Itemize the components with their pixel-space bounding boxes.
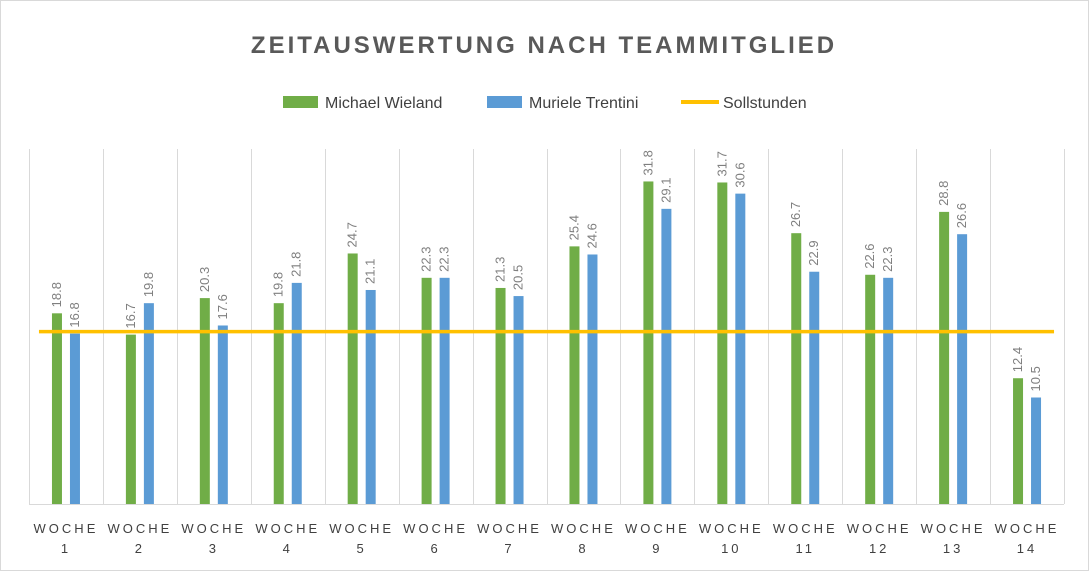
category-label-number: 7 xyxy=(504,541,514,556)
bar-muriele-2 xyxy=(143,303,154,504)
bar-muriele-5 xyxy=(365,289,376,504)
data-label: 22.3 xyxy=(880,247,895,272)
bar-michael-10 xyxy=(717,182,728,504)
data-label: 21.3 xyxy=(493,257,508,282)
bar-michael-6 xyxy=(421,277,432,504)
bars xyxy=(51,181,1042,505)
category-label-number: 2 xyxy=(135,541,145,556)
data-label: 19.8 xyxy=(271,272,286,297)
bar-muriele-13 xyxy=(957,234,968,504)
category-label-word: WOCHE xyxy=(255,521,320,536)
bar-muriele-9 xyxy=(661,208,672,505)
data-label: 21.1 xyxy=(363,259,378,284)
data-label: 10.5 xyxy=(1028,366,1043,391)
data-label: 20.3 xyxy=(197,267,212,292)
category-label-word: WOCHE xyxy=(107,521,172,536)
bar-michael-8 xyxy=(569,246,580,504)
category-label-number: 10 xyxy=(721,541,741,556)
data-label: 21.8 xyxy=(289,252,304,277)
data-label: 29.1 xyxy=(658,178,673,203)
bar-michael-11 xyxy=(791,233,802,504)
data-label: 22.3 xyxy=(419,247,434,272)
category-label-word: WOCHE xyxy=(995,521,1060,536)
data-label: 18.8 xyxy=(49,282,64,307)
bar-michael-12 xyxy=(865,274,876,504)
data-label: 22.6 xyxy=(862,243,877,268)
bar-michael-13 xyxy=(939,211,950,504)
bar-muriele-8 xyxy=(587,254,598,504)
category-label-number: 11 xyxy=(796,541,816,556)
data-label: 26.7 xyxy=(788,202,803,227)
data-label: 25.4 xyxy=(566,215,581,240)
data-label: 24.7 xyxy=(345,222,360,247)
category-label-word: WOCHE xyxy=(477,521,542,536)
bar-michael-7 xyxy=(495,287,506,504)
category-label-number: 13 xyxy=(943,541,963,556)
category-label-number: 6 xyxy=(430,541,440,556)
data-labels: 18.8 16.7 20.3 19.8 24.7 22.3 21.3 25.4 31.8 31.7… xyxy=(49,150,1043,391)
data-label: 31.8 xyxy=(640,150,655,175)
legend: Michael Wieland Muriele Trentini Sollstund… xyxy=(283,95,807,112)
category-label-word: WOCHE xyxy=(181,521,246,536)
bar-michael-1 xyxy=(51,313,62,504)
category-label-word: WOCHE xyxy=(329,521,394,536)
category-label-word: WOCHE xyxy=(699,521,764,536)
bar-muriele-1 xyxy=(69,333,80,504)
bar-michael-9 xyxy=(643,181,654,504)
legend-label-0: Michael Wieland xyxy=(325,95,442,112)
category-axis: WOCHE 1 WOCHE 2 WOCHE 3 WOCHE 4 WOCHE 5 WOCHE 6 WOCH… xyxy=(34,521,1060,556)
category-label-number: 1 xyxy=(61,541,71,556)
gridlines xyxy=(29,149,1065,505)
bar-muriele-10 xyxy=(735,193,746,504)
data-label: 31.7 xyxy=(714,151,729,176)
category-label-number: 12 xyxy=(869,541,889,556)
category-label-word: WOCHE xyxy=(403,521,468,536)
bar-muriele-3 xyxy=(217,325,228,504)
data-label: 12.4 xyxy=(1010,347,1025,372)
category-label-word: WOCHE xyxy=(551,521,616,536)
bar-michael-3 xyxy=(199,298,210,504)
category-label-number: 9 xyxy=(652,541,662,556)
data-label: 17.6 xyxy=(215,294,230,319)
bar-muriele-14 xyxy=(1031,397,1042,504)
data-label: 28.8 xyxy=(936,181,951,206)
data-label: 20.5 xyxy=(511,265,526,290)
data-label: 26.6 xyxy=(954,203,969,228)
bar-muriele-11 xyxy=(809,271,820,504)
category-label-word: WOCHE xyxy=(34,521,99,536)
bar-muriele-12 xyxy=(883,277,894,504)
category-label-number: 4 xyxy=(283,541,293,556)
category-label-word: WOCHE xyxy=(921,521,986,536)
data-label: 16.7 xyxy=(123,303,138,328)
legend-swatch-0 xyxy=(283,96,318,108)
bar-muriele-4 xyxy=(291,282,302,504)
legend-label-2: Sollstunden xyxy=(723,95,807,112)
data-label: 19.8 xyxy=(141,272,156,297)
data-label: 16.8 xyxy=(67,302,82,327)
category-label-number: 5 xyxy=(357,541,367,556)
legend-swatch-1 xyxy=(487,96,522,108)
chart-title: ZEITAUSWERTUNG NACH TEAMMITGLIED xyxy=(251,32,837,59)
category-label-word: WOCHE xyxy=(625,521,690,536)
bar-michael-4 xyxy=(273,303,284,504)
data-label: 22.9 xyxy=(806,240,821,265)
category-label-number: 14 xyxy=(1017,541,1037,556)
data-label: 30.6 xyxy=(732,162,747,187)
category-label-number: 8 xyxy=(578,541,588,556)
category-label-word: WOCHE xyxy=(847,521,912,536)
bar-muriele-7 xyxy=(513,296,524,504)
category-label-number: 3 xyxy=(209,541,219,556)
data-label: 22.3 xyxy=(437,247,452,272)
bar-muriele-6 xyxy=(439,277,450,504)
bar-michael-2 xyxy=(125,334,136,504)
data-label: 24.6 xyxy=(584,223,599,248)
category-label-word: WOCHE xyxy=(773,521,838,536)
legend-label-1: Muriele Trentini xyxy=(529,95,638,112)
bar-michael-5 xyxy=(347,253,358,504)
bar-michael-14 xyxy=(1013,378,1024,504)
